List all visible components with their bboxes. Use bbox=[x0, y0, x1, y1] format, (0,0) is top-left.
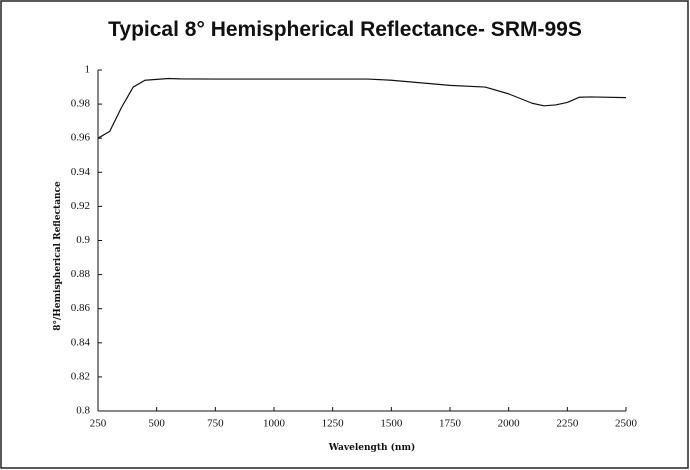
x-tick-label: 2250 bbox=[556, 418, 579, 430]
data-line bbox=[97, 77, 627, 139]
y-tick-label: 0.86 bbox=[71, 302, 91, 314]
x-tick-label: 750 bbox=[207, 418, 224, 430]
x-tick-label: 2000 bbox=[498, 418, 521, 430]
y-tick-label: 1 bbox=[85, 64, 91, 76]
x-tick-label: 1500 bbox=[380, 418, 403, 430]
x-tick-label: 2500 bbox=[615, 418, 638, 430]
x-tick-label: 1750 bbox=[439, 418, 462, 430]
y-tick-label: 0.92 bbox=[71, 200, 90, 212]
x-axis-label: Wavelength (nm) bbox=[328, 442, 416, 453]
y-tick-label: 0.84 bbox=[71, 336, 91, 348]
y-tick-label: 0.96 bbox=[71, 132, 91, 144]
x-tick-label: 250 bbox=[90, 418, 107, 430]
y-axis-label: 8°/Hemispherical Reflectance bbox=[53, 181, 63, 331]
y-tick-label: 0.82 bbox=[71, 370, 90, 382]
y-tick-label: 0.8 bbox=[76, 405, 90, 417]
y-tick-label: 0.98 bbox=[71, 98, 91, 110]
x-tick-label: 1000 bbox=[263, 418, 286, 430]
y-tick-label: 0.94 bbox=[71, 166, 91, 178]
x-tick-label: 500 bbox=[148, 418, 165, 430]
x-tick-label: 1250 bbox=[322, 418, 345, 430]
y-tick-label: 0.88 bbox=[71, 268, 91, 280]
y-tick-label: 0.9 bbox=[76, 234, 90, 246]
chart-title: Typical 8° Hemispherical Reflectance- SR… bbox=[108, 18, 582, 41]
